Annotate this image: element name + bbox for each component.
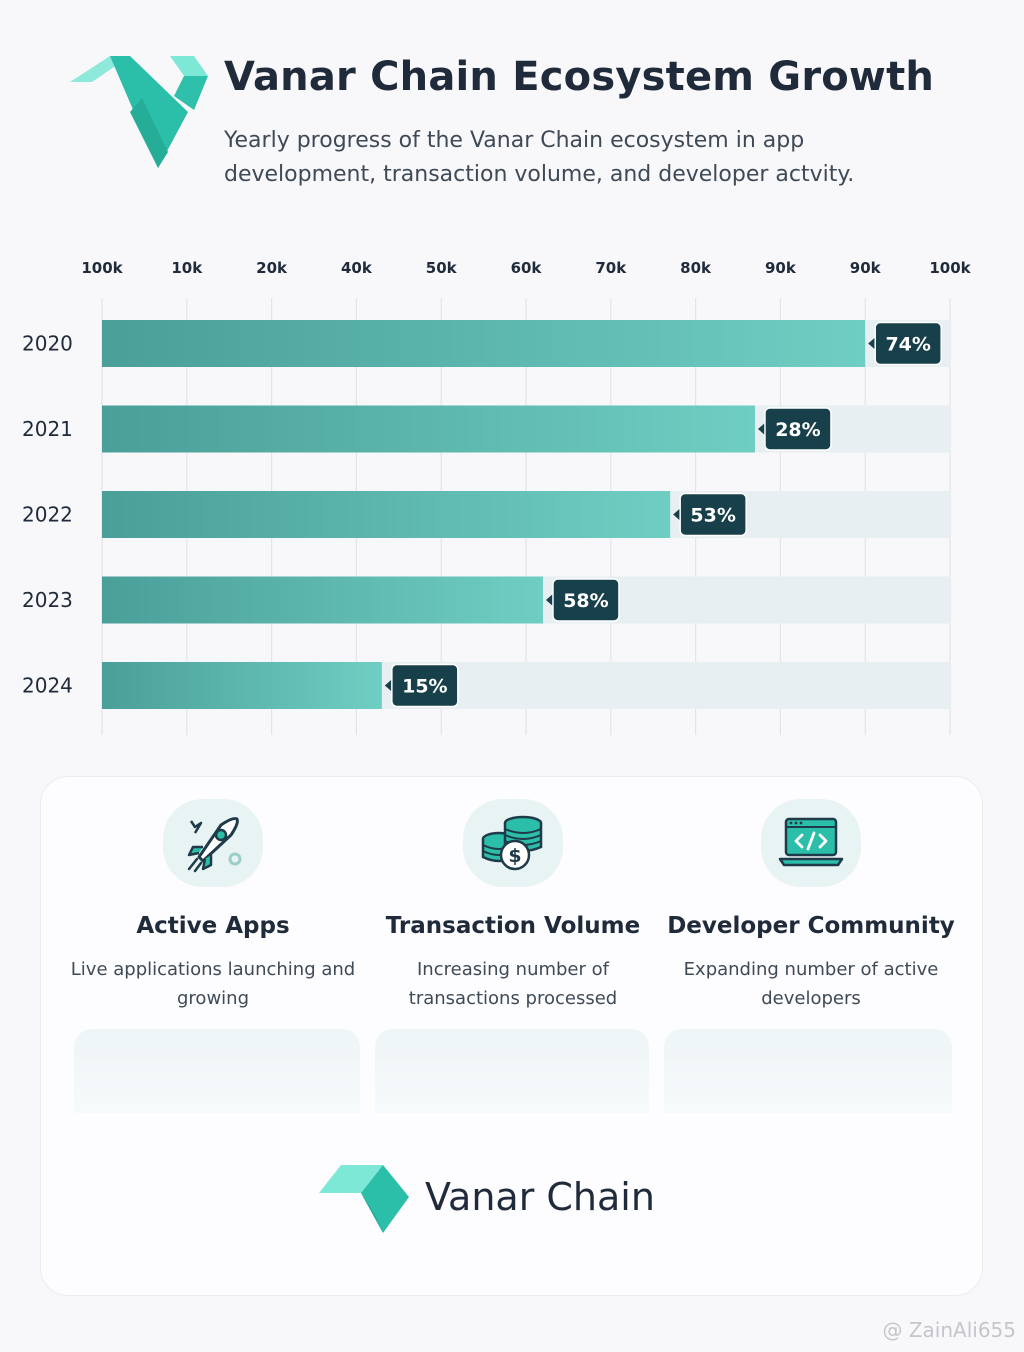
x-tick-label: 50k <box>426 259 458 277</box>
code-laptop-icon <box>761 799 861 887</box>
data-label-badge: 15% <box>384 663 459 708</box>
footer-brand: Vanar Chain <box>425 1175 655 1219</box>
y-category-label: 2021 <box>22 417 73 441</box>
data-label-badge: 58% <box>545 578 620 622</box>
chart-svg: 100k 10k 20k 40k 50k 60k 70k 80k 90k 90k 100k 2020 7… <box>22 259 972 735</box>
svg-text:$: $ <box>508 845 521 867</box>
y-category-label: 2022 <box>22 503 73 527</box>
x-tick-label: 70k <box>595 259 627 277</box>
bar-2022 <box>102 491 671 538</box>
data-label-badge: 53% <box>673 492 747 537</box>
vanar-logo-icon <box>70 56 208 168</box>
feature-panel <box>375 1029 649 1113</box>
feature-active-apps: Active Apps Live applications launching … <box>63 799 363 1013</box>
coins-icon: $ <box>463 799 563 887</box>
data-label-2020: 74% <box>885 334 930 356</box>
feature-title: Transaction Volume <box>385 913 641 939</box>
data-label-2021: 28% <box>775 419 820 441</box>
y-category-label: 2024 <box>22 674 73 698</box>
x-tick-label: 20k <box>256 259 288 277</box>
feature-panel <box>74 1029 360 1113</box>
feature-title: Developer Community <box>667 913 955 939</box>
y-category-label: 2020 <box>22 332 73 356</box>
bar-2024 <box>102 662 382 709</box>
x-tick-label: 100k <box>929 259 971 277</box>
watermark: @ ZainAli655 <box>882 1318 1016 1342</box>
feature-panel <box>664 1029 952 1113</box>
vanar-footer-logo-icon <box>319 1165 409 1233</box>
x-tick-label: 100k <box>81 259 123 277</box>
x-tick-label: 60k <box>511 259 543 277</box>
feature-developer-community: Developer Community Expanding number of … <box>661 799 961 1013</box>
bar-2020 <box>102 320 866 367</box>
x-tick-label: 10k <box>171 259 203 277</box>
y-category-label: 2023 <box>22 588 73 612</box>
page-title: Vanar Chain Ecosystem Growth <box>224 54 935 100</box>
bar-2021 <box>102 405 755 453</box>
feature-description: Increasing number of transactions proces… <box>408 959 618 1009</box>
data-label-2022: 53% <box>690 505 735 527</box>
feature-description: Expanding number of active developers <box>683 959 939 1009</box>
rocket-icon <box>163 799 263 887</box>
data-label-badge: 28% <box>757 407 832 451</box>
data-label-badge: 74% <box>868 321 942 366</box>
x-tick-label: 40k <box>341 259 373 277</box>
page-subtitle: Yearly progress of the Vanar Chain ecosy… <box>224 128 855 187</box>
x-tick-label: 90k <box>850 259 882 277</box>
feature-description: Live applications launching and growing <box>70 959 356 1009</box>
feature-transaction-volume: $ Transaction Volume Increasing number o… <box>363 799 663 1013</box>
feature-title: Active Apps <box>136 913 290 939</box>
x-tick-label: 90k <box>765 259 797 277</box>
x-tick-label: 80k <box>680 259 712 277</box>
bar-2023 <box>102 576 543 624</box>
data-label-2024: 15% <box>402 676 447 698</box>
data-label-2023: 58% <box>563 590 608 612</box>
features-card: Active Apps Live applications launching … <box>40 776 983 1296</box>
growth-bar-chart: 100k 10k 20k 40k 50k 60k 70k 80k 90k 90k 100k 2020 7… <box>0 240 1024 750</box>
